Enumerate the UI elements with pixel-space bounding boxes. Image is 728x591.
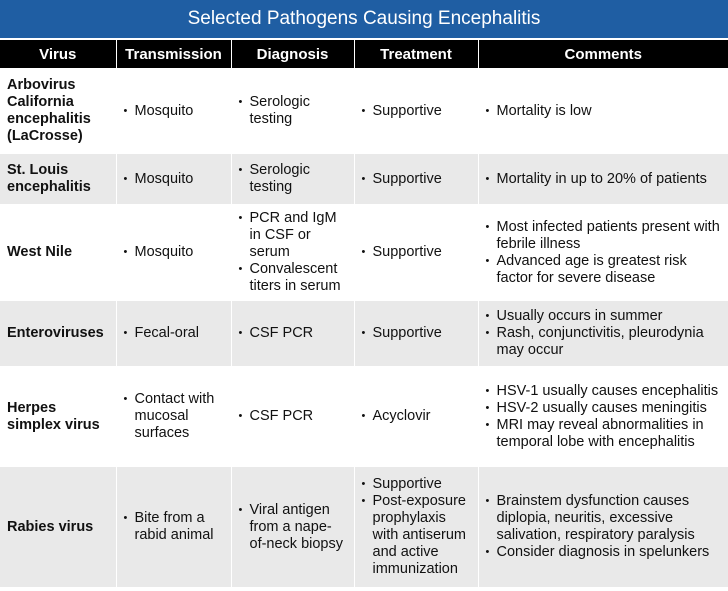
list-item: Consider diagnosis in spelunkers	[485, 544, 723, 561]
transmission-cell: Contact with mucosal surfaces	[116, 366, 232, 467]
list-item: Advanced age is greatest risk factor for…	[485, 253, 723, 287]
transmission-cell: Bite from a rabid animal	[116, 467, 232, 587]
list-item: Serologic testing	[238, 162, 348, 196]
list-item: Usually occurs in summer	[485, 308, 723, 325]
list-item: HSV-1 usually causes encephalitis	[485, 383, 723, 400]
list-item: Bite from a rabid animal	[123, 510, 225, 544]
list-item: Acyclovir	[361, 408, 472, 425]
diagnosis-cell: PCR and IgM in CSF or serum Convalescent…	[231, 204, 355, 301]
list-item: Convalescent titers in serum	[238, 261, 348, 295]
header-diagnosis: Diagnosis	[231, 40, 355, 68]
list-item: Serologic testing	[238, 94, 348, 128]
list-item: Mosquito	[123, 171, 225, 188]
table-row: Herpes simplex virus Contact with mucosa…	[0, 366, 728, 467]
treatment-cell: Supportive	[354, 301, 479, 366]
comments-cell: Brainstem dysfunction causes diplopia, n…	[478, 467, 728, 587]
diagnosis-cell: Serologic testing	[231, 68, 355, 154]
diagnosis-cell: Viral antigen from a nape-of-neck biopsy	[231, 467, 355, 587]
transmission-cell: Mosquito	[116, 68, 232, 154]
list-item: Mosquito	[123, 103, 225, 120]
treatment-cell: Acyclovir	[354, 366, 479, 467]
treatment-cell: Supportive	[354, 68, 479, 154]
list-item: CSF PCR	[238, 325, 348, 342]
virus-cell: West Nile	[0, 204, 117, 301]
list-item: HSV-2 usually causes meningitis	[485, 400, 723, 417]
diagnosis-cell: Serologic testing	[231, 154, 355, 204]
list-item: PCR and IgM in CSF or serum	[238, 210, 348, 261]
virus-cell: Enteroviruses	[0, 301, 117, 366]
comments-cell: HSV-1 usually causes encephalitis HSV-2 …	[478, 366, 728, 467]
list-item: Supportive	[361, 476, 472, 493]
header-comments: Comments	[478, 40, 728, 68]
header-treatment: Treatment	[354, 40, 479, 68]
header-row: Virus Transmission Diagnosis Treatment C…	[0, 40, 728, 68]
table-row: Enteroviruses Fecal-oral CSF PCR Support…	[0, 301, 728, 366]
header-virus: Virus	[0, 40, 117, 68]
list-item: Most infected patients present with febr…	[485, 219, 723, 253]
list-item: Post-exposure prophylaxis with antiserum…	[361, 493, 472, 578]
virus-cell: Rabies virus	[0, 467, 117, 587]
list-item: Fecal-oral	[123, 325, 225, 342]
virus-cell: Herpes simplex virus	[0, 366, 117, 467]
comments-cell: Mortality in up to 20% of patients	[478, 154, 728, 204]
virus-cell: St. Louis encephalitis	[0, 154, 117, 204]
list-item: Supportive	[361, 171, 472, 188]
diagnosis-cell: CSF PCR	[231, 301, 355, 366]
list-item: Supportive	[361, 244, 472, 261]
transmission-cell: Fecal-oral	[116, 301, 232, 366]
comments-cell: Most infected patients present with febr…	[478, 204, 728, 301]
table-row: Rabies virus Bite from a rabid animal Vi…	[0, 467, 728, 587]
virus-cell: Arbovirus California encephalitis (LaCro…	[0, 68, 117, 154]
treatment-cell: Supportive Post-exposure prophylaxis wit…	[354, 467, 479, 587]
table-row: Arbovirus California encephalitis (LaCro…	[0, 68, 728, 154]
list-item: MRI may reveal abnormalities in temporal…	[485, 417, 723, 451]
list-item: Supportive	[361, 103, 472, 120]
list-item: Brainstem dysfunction causes diplopia, n…	[485, 493, 723, 544]
list-item: Contact with mucosal surfaces	[123, 391, 225, 442]
treatment-cell: Supportive	[354, 154, 479, 204]
list-item: CSF PCR	[238, 408, 348, 425]
comments-cell: Usually occurs in summer Rash, conjuncti…	[478, 301, 728, 366]
list-item: Mortality in up to 20% of patients	[485, 171, 723, 188]
list-item: Viral antigen from a nape-of-neck biopsy	[238, 502, 348, 553]
treatment-cell: Supportive	[354, 204, 479, 301]
table-row: West Nile Mosquito PCR and IgM in CSF or…	[0, 204, 728, 301]
list-item: Mosquito	[123, 244, 225, 261]
list-item: Mortality is low	[485, 103, 723, 120]
comments-cell: Mortality is low	[478, 68, 728, 154]
transmission-cell: Mosquito	[116, 154, 232, 204]
pathogen-table: Virus Transmission Diagnosis Treatment C…	[0, 40, 728, 587]
list-item: Rash, conjunctivitis, pleurodynia may oc…	[485, 325, 723, 359]
list-item: Supportive	[361, 325, 472, 342]
table-title: Selected Pathogens Causing Encephalitis	[0, 0, 728, 40]
table-row: St. Louis encephalitis Mosquito Serologi…	[0, 154, 728, 204]
transmission-cell: Mosquito	[116, 204, 232, 301]
header-transmission: Transmission	[116, 40, 232, 68]
diagnosis-cell: CSF PCR	[231, 366, 355, 467]
